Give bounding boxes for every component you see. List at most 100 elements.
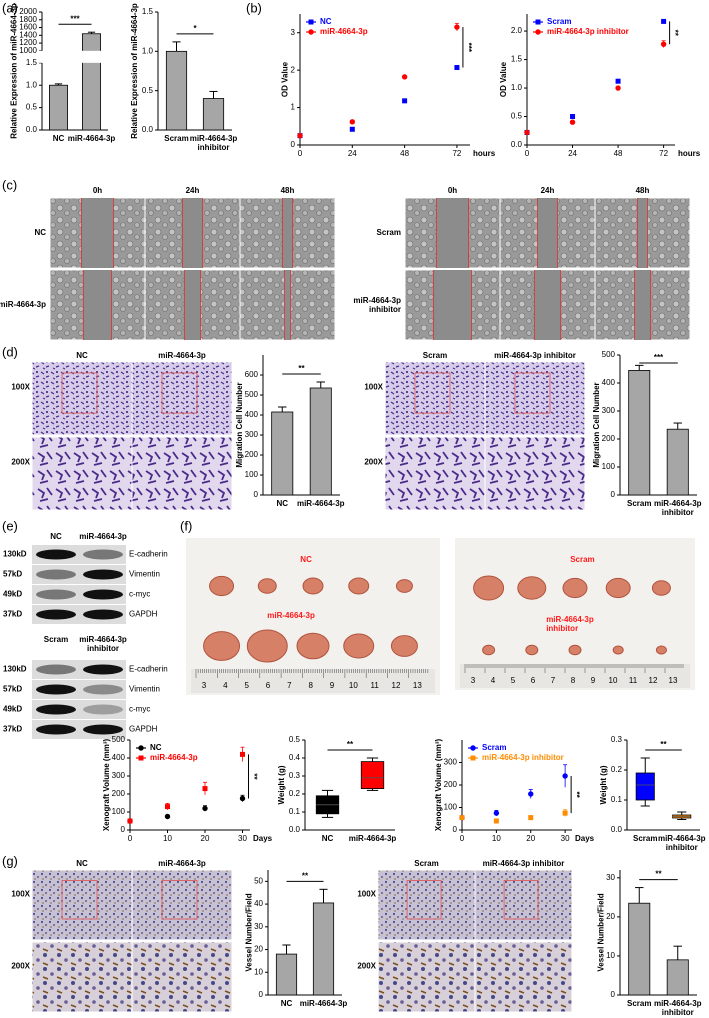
x-tick-label: miR-4664-3p inhibitor <box>654 999 702 1017</box>
panel-label: (d) <box>2 344 18 359</box>
data-point <box>661 18 667 24</box>
x-tick-label: miR-4664-3p inhibitor <box>190 134 238 152</box>
microscopy-image <box>384 361 486 436</box>
bar <box>628 902 651 996</box>
scratch-gap <box>81 198 114 268</box>
y-tick-label: 1000 <box>19 46 37 55</box>
y-tick-label: 1.0 <box>26 80 38 89</box>
y-tick-label: 1.5 <box>26 58 38 67</box>
blot-band <box>36 589 76 600</box>
ruler-number: 6 <box>266 681 271 690</box>
group-label: NC <box>76 351 88 360</box>
data-point <box>615 78 621 84</box>
data-point <box>569 119 576 125</box>
microscopy-image <box>131 869 233 941</box>
tumor <box>348 577 370 595</box>
y-tick-label: 40 <box>254 899 263 908</box>
significance: ** <box>249 773 258 780</box>
blot-band <box>36 549 76 560</box>
y-tick-label: 0.5 <box>142 86 154 95</box>
magnification-label: 200X <box>364 458 383 467</box>
y-tick-label: 1.5 <box>511 55 523 64</box>
blot-band <box>83 569 123 580</box>
ruler-number: 10 <box>609 676 618 685</box>
ruler-number: 8 <box>308 681 313 690</box>
protein-label: GAPDH <box>129 610 158 619</box>
ruler-number: 11 <box>371 681 380 690</box>
group-label: miR-4664-3p inhibitor <box>353 296 401 314</box>
y-axis-label: Migration Cell Number <box>592 382 601 467</box>
y-axis-label: OD Value <box>281 61 290 97</box>
time-label: 48h <box>281 186 295 195</box>
tumor <box>302 577 324 595</box>
panel-label: (a) <box>2 0 18 15</box>
y-axis-label: Vessel Number/Field <box>244 893 253 971</box>
x-tick-label: Scram <box>633 834 657 843</box>
y-tick-label: 0.5 <box>26 103 38 112</box>
significance: ** <box>655 870 662 879</box>
zoom-box <box>161 880 198 920</box>
protein-label: c-myc <box>129 705 150 714</box>
zoom-box <box>161 372 198 414</box>
x-tick-label: NC <box>322 834 334 843</box>
time-label: 24h <box>186 186 200 195</box>
y-tick-label: 500 <box>602 350 616 359</box>
y-tick-label: 200 <box>602 434 616 443</box>
ruler-number: 5 <box>511 676 516 685</box>
y-tick-label: 500 <box>112 735 126 744</box>
y-tick-label: 1600 <box>19 23 37 32</box>
legend-marker <box>308 29 314 35</box>
box <box>635 772 655 801</box>
y-tick-label: 300 <box>245 430 259 439</box>
y-tick-label: 0.0 <box>26 125 38 134</box>
protein-label: E-cadherin <box>129 665 168 674</box>
tumor <box>568 644 582 656</box>
x-axis-label: hours <box>678 149 701 158</box>
y-tick-label: 0 <box>259 990 264 999</box>
time-label: 0h <box>448 186 457 195</box>
zoom-box <box>514 372 551 414</box>
data-point <box>127 818 133 824</box>
magnification-label: 200X <box>357 962 376 971</box>
significance: *** <box>464 43 473 53</box>
blot-band <box>83 549 123 560</box>
group-label: Scram <box>44 635 68 644</box>
zoom-box <box>414 372 451 414</box>
x-tick-label: 10 <box>163 834 172 843</box>
bar <box>312 902 335 996</box>
scratch-gap <box>182 198 203 268</box>
data-point <box>349 126 355 132</box>
ruler-number: 12 <box>649 676 658 685</box>
tumor <box>517 576 547 600</box>
group-label: Scram <box>570 555 594 564</box>
legend-marker <box>470 755 476 761</box>
significance: ** <box>347 740 354 749</box>
group-label: Scram <box>423 351 447 360</box>
x-tick-label: NC <box>276 499 288 508</box>
data-point <box>165 804 170 810</box>
y-tick-label: 600 <box>245 370 259 379</box>
scratch-gap <box>637 198 648 268</box>
ruler-number: 3 <box>202 681 207 690</box>
legend-marker <box>535 19 541 25</box>
blot-band <box>83 704 123 715</box>
data-point <box>570 114 576 120</box>
x-tick-label: 10 <box>492 834 501 843</box>
group-label: miR-4664-3p inhibitor <box>79 635 127 653</box>
data-point <box>562 773 568 779</box>
data-point <box>615 85 621 91</box>
bar <box>666 959 689 996</box>
microscopy-image <box>484 361 586 436</box>
blot-band <box>36 684 76 695</box>
legend-label: miR-4664-3p inhibitor <box>547 27 629 36</box>
y-tick-label: 10 <box>606 951 615 960</box>
bar <box>82 33 101 131</box>
blot-band <box>36 724 76 735</box>
microscopy-image <box>377 869 476 941</box>
scratch-gap <box>433 270 472 340</box>
y-tick-label: 1 <box>291 103 296 112</box>
data-point <box>164 813 171 820</box>
scratch-gap <box>436 198 469 268</box>
y-tick-label: 0.3 <box>289 771 301 780</box>
